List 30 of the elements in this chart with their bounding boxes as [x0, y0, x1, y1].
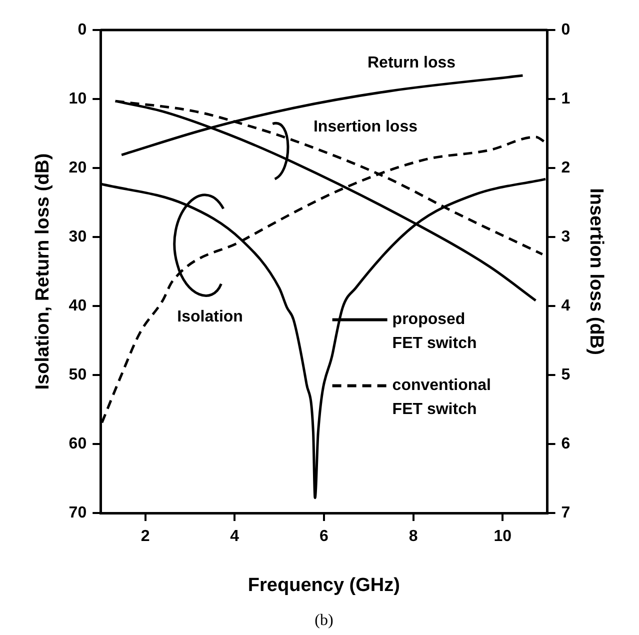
text: (b) [314, 612, 334, 630]
y-tick-label: 0 [78, 21, 87, 38]
y2-axis-title: Insertion loss (dB) [585, 188, 606, 355]
y2-tick-label: 3 [561, 228, 570, 246]
y2-tick-label: 6 [561, 435, 570, 452]
x-axis-title: Frequency (GHz) [248, 574, 400, 596]
y-tick-label: 70 [68, 504, 87, 522]
y2-tick-label: 5 [561, 366, 570, 384]
x-tick-label: 8 [408, 528, 418, 546]
y-axis-title: Isolation, Return loss (dB) [32, 153, 54, 390]
y2-tick-label: 0 [561, 21, 570, 38]
x-tick-label: 6 [319, 528, 328, 546]
legend-label: conventional FET switch [392, 377, 491, 418]
y2-tick-label: 4 [561, 297, 570, 314]
legend-label: proposed FET switch [392, 311, 477, 352]
y2-tick-label: 7 [561, 504, 570, 522]
x-tick-label: 2 [140, 528, 150, 546]
y-tick-label: 60 [68, 435, 87, 452]
y-tick-label: 50 [68, 366, 87, 384]
y-tick-label: 10 [68, 90, 87, 108]
y2-tick-label: 1 [561, 90, 570, 108]
annotation: Return loss [367, 54, 456, 72]
y-tick-label: 40 [68, 297, 87, 314]
y-tick-label: 30 [68, 228, 87, 246]
x-tick-label: 10 [494, 528, 512, 546]
y2-tick-label: 2 [561, 159, 570, 176]
y-tick-label: 20 [68, 159, 87, 176]
x-tick-label: 4 [230, 528, 240, 546]
annotation: Isolation [177, 308, 243, 326]
annotation: Insertion loss [313, 118, 418, 136]
